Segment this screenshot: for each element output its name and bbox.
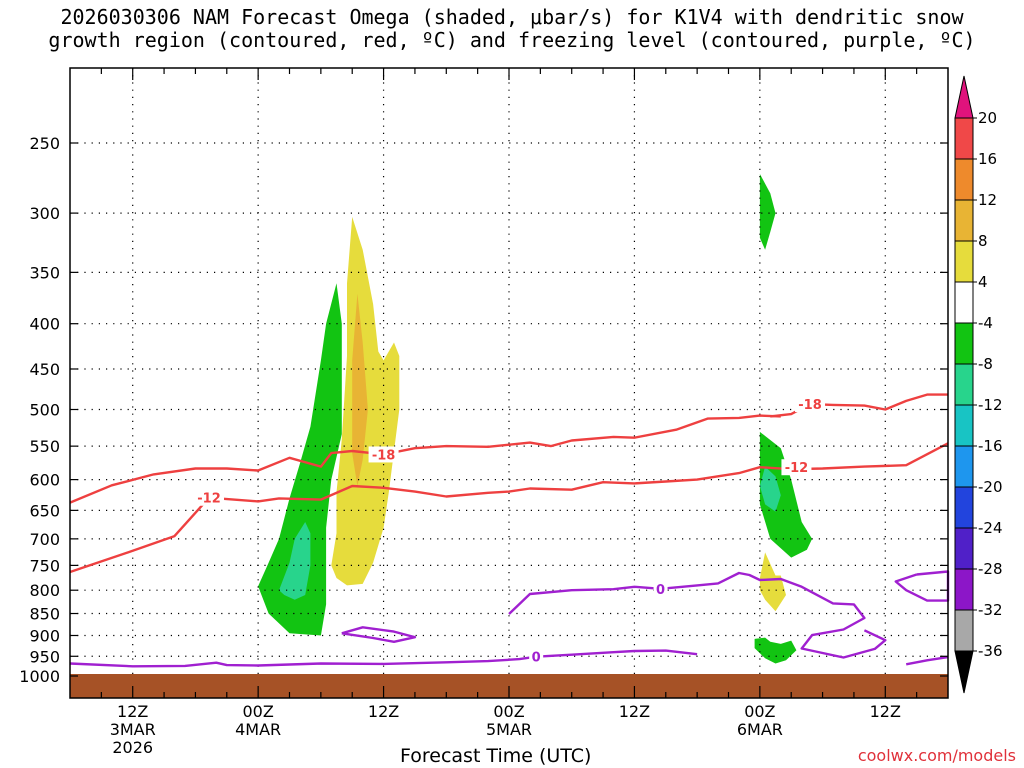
dgz-contour-1-label-bg: [368, 446, 399, 463]
dgz-contour-1-label: -18: [372, 448, 396, 463]
y-tick-label: 550: [29, 437, 60, 456]
colorbar-bin-3: [954, 240, 974, 283]
x-tick-label: 00Z: [242, 702, 273, 721]
colorbar-bin-10: [954, 527, 974, 570]
omega-region-0: [258, 283, 342, 636]
title-line-2: growth region (contoured, red, ºC) and f…: [48, 28, 976, 52]
freezing-level-contour-1: [69, 649, 698, 668]
y-tick-label: 850: [29, 605, 60, 624]
x-tick-label: 12Z: [870, 702, 901, 721]
colorbar-label: 16: [978, 150, 997, 168]
freezing-level-contour-1-label-bg: [529, 648, 544, 665]
colorbar-bin-2: [954, 199, 974, 242]
y-tick-label: 500: [29, 401, 60, 420]
dgz-contour-0-label: -12: [197, 492, 221, 507]
colorbar-label: -28: [978, 560, 1003, 578]
freezing-level-contour-1-label: 0: [532, 651, 541, 666]
colorbar-label: -24: [978, 519, 1003, 537]
freezing-level-contour-0: [508, 571, 887, 659]
omega-region-4: [759, 174, 776, 250]
chart-title: 2026030306 NAM Forecast Omega (shaded, μ…: [0, 6, 1024, 52]
dgz-contour-2-label-bg: [795, 396, 826, 413]
colorbar-label: -4: [978, 314, 993, 332]
colorbar: 20 16 12 8 4 -4 -8 -12 -16 -20 -24 -28 -32 -36: [954, 75, 1003, 694]
y-tick-label: 600: [29, 471, 60, 490]
colorbar-bin-8: [954, 445, 974, 488]
colorbar-label: 4: [978, 273, 988, 291]
colorbar-bin-6: [954, 363, 974, 406]
omega-shading-layer: [258, 174, 813, 664]
colorbar-label: -36: [978, 642, 1003, 660]
y-tick-label: 1000: [19, 667, 60, 686]
omega-region-8: [754, 637, 797, 664]
colorbar-label: 12: [978, 191, 997, 209]
y-tick-label: 400: [29, 315, 60, 334]
x-tick-label: 3MAR: [110, 720, 156, 739]
omega-region-6: [759, 466, 781, 512]
freezing-level-contour-4: [905, 655, 949, 666]
omega-region-3: [352, 293, 368, 486]
contour-layer: 0 0 -12 -18 -18 -12: [69, 393, 950, 668]
freezing-level-contour-0-label: 0: [656, 583, 665, 598]
x-tick-label: 5MAR: [486, 720, 532, 739]
omega-region-1: [279, 522, 311, 600]
y-axis: 250 300 350 400 450 500 550 600 650 700 750 800 850 9…: [19, 134, 948, 686]
freezing-level-contour-0-label-bg: [653, 580, 668, 597]
colorbar-bin-1: [954, 158, 974, 201]
y-tick-label: 350: [29, 263, 60, 282]
colorbar-label: 8: [978, 232, 988, 250]
colorbar-bin-5: [954, 322, 974, 365]
colorbar-bin-0: [954, 117, 974, 160]
colorbar-bin-11: [954, 568, 974, 611]
x-axis-title: Forecast Time (UTC): [400, 745, 592, 767]
omega-region-7: [759, 552, 786, 612]
y-tick-label: 450: [29, 360, 60, 379]
dgz-contour-2-label: -18: [798, 398, 822, 413]
dgz-contour-1: [69, 414, 781, 504]
colorbar-label: -20: [978, 478, 1003, 496]
colorbar-bottom-arrow: [954, 650, 974, 694]
y-tick-label: 800: [29, 581, 60, 600]
colorbar-top-arrow: [954, 75, 974, 119]
y-tick-label: 650: [29, 501, 60, 520]
y-tick-label: 300: [29, 204, 60, 223]
colorbar-bin-7: [954, 404, 974, 447]
colorbar-label: -16: [978, 437, 1003, 455]
y-tick-label: 750: [29, 556, 60, 575]
y-tick-label: 700: [29, 530, 60, 549]
y-tick-label: 950: [29, 647, 60, 666]
x-tick-label: 12Z: [117, 702, 148, 721]
x-tick-label: 6MAR: [737, 720, 783, 739]
colorbar-label: -12: [978, 396, 1003, 414]
colorbar-bin-9: [954, 486, 974, 529]
colorbar-label: -8: [978, 355, 993, 373]
grid-layer: [70, 68, 948, 698]
x-tick-label: 00Z: [744, 702, 775, 721]
dgz-contour-3-label-bg: [781, 459, 812, 476]
x-tick-label: 12Z: [619, 702, 650, 721]
x-tick-label: 2026: [112, 738, 153, 757]
x-tick-label: 12Z: [368, 702, 399, 721]
colorbar-bin-4: [954, 281, 974, 324]
title-line-1: 2026030306 NAM Forecast Omega (shaded, μ…: [60, 5, 964, 29]
colorbar-label: 20: [978, 109, 997, 127]
y-tick-label: 900: [29, 626, 60, 645]
x-tick-label: 4MAR: [235, 720, 281, 739]
colorbar-label: -32: [978, 601, 1003, 619]
freezing-level-contour-2: [341, 626, 417, 643]
x-tick-label: 00Z: [493, 702, 524, 721]
dgz-contour-0-label-bg: [194, 489, 225, 506]
dgz-contour-3-label: -12: [785, 461, 809, 476]
freezing-level-contour-3: [894, 570, 950, 602]
omega-region-5: [759, 431, 813, 558]
y-tick-label: 250: [29, 134, 60, 153]
site-credit: coolwx.com/models: [857, 746, 1016, 765]
colorbar-bin-12: [954, 609, 974, 652]
